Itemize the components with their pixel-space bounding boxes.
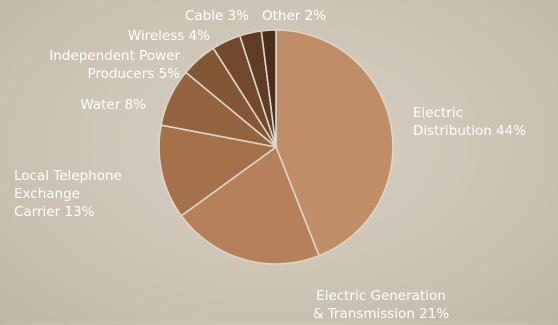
pie-label-line: Other 2% xyxy=(262,8,326,24)
pie-label-line: Producers 5% xyxy=(87,66,180,82)
pie-label-line: Electric xyxy=(413,105,463,121)
pie-label-1: Electric Generation & Transmission 21% xyxy=(313,288,449,321)
pie-label-2: Local Telephone Exchange Carrier 13% xyxy=(14,168,122,220)
pie-label-0: Electric Distribution 44% xyxy=(413,105,526,139)
pie-label-line: & Transmission 21% xyxy=(313,306,449,321)
pie-slice-2 xyxy=(158,124,278,217)
pie-label-7: Other 2% xyxy=(262,8,326,24)
pie-slices xyxy=(158,29,394,265)
pie-slice-1 xyxy=(180,145,321,265)
pie-label-line: Carrier 13% xyxy=(14,204,95,220)
pie-label-5: Wireless 4% xyxy=(128,28,210,44)
pie-label-3: Water 8% xyxy=(80,97,146,113)
pie-label-line: Cable 3% xyxy=(185,8,249,24)
pie-slice-0 xyxy=(275,29,394,257)
pie-slice-7 xyxy=(260,29,277,148)
pie-label-4: Independent Power Producers 5% xyxy=(49,48,180,82)
pie-label-line: Independent Power xyxy=(49,48,180,64)
pie-label-line: Wireless 4% xyxy=(128,28,210,44)
pie-label-line: Water 8% xyxy=(80,97,146,113)
pie-label-line: Local Telephone xyxy=(14,168,122,184)
pie-label-line: Exchange xyxy=(14,186,80,202)
pie-label-6: Cable 3% xyxy=(185,8,249,24)
pie-labels: Electric Distribution 44% Electric Generat… xyxy=(14,8,526,322)
pie-label-line: Distribution 44% xyxy=(413,123,526,139)
pie-label-line: Electric Generation xyxy=(316,288,446,304)
